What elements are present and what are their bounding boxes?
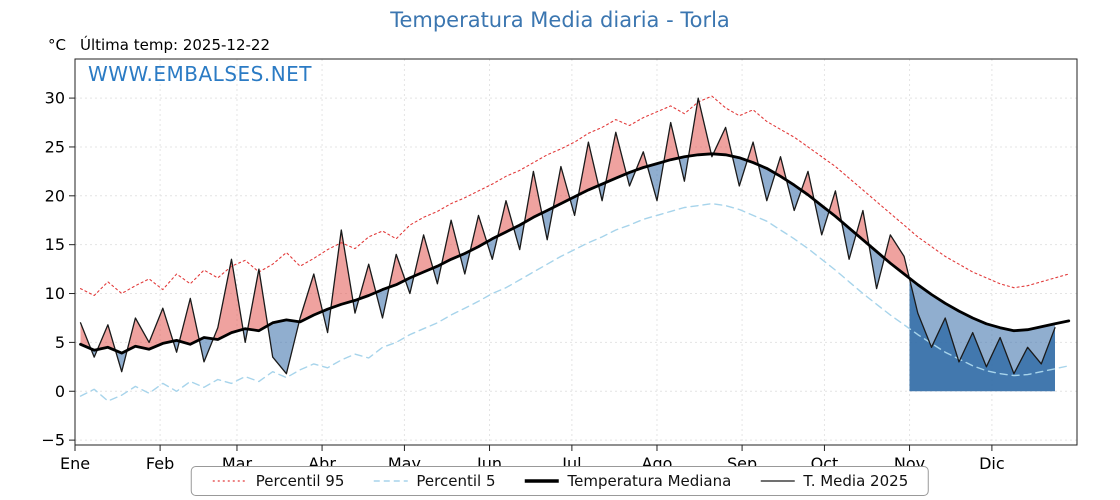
legend-sample-line (212, 480, 247, 482)
fill-above-median (179, 298, 200, 345)
legend-item-t-media-2025: T. Media 2025 (759, 472, 908, 490)
y-tick-label: −5 (41, 431, 65, 450)
y-tick-label: 5 (55, 333, 65, 352)
fill-above-median (330, 230, 353, 308)
fill-above-median (801, 171, 815, 200)
fill-below-median (460, 250, 471, 274)
chart-canvas: −5 0 5 10 15 20 25 30 Ene Feb Mar Abr May Jun Jul Ago Se… (41, 58, 1078, 469)
fill-above-median (713, 127, 733, 157)
y-tick-label: 25 (45, 137, 65, 156)
x-tick-label: Sep (727, 454, 757, 469)
fill-above-median (663, 122, 679, 162)
fill-below-median (115, 350, 128, 372)
fill-above-median (213, 259, 243, 340)
fill-above-median (97, 324, 116, 351)
fill-above-median (359, 264, 376, 299)
fill-above-median (497, 200, 514, 237)
fill-above-median (247, 269, 268, 331)
fill-above-median (299, 274, 323, 322)
x-tick-label: Dic (979, 454, 1005, 469)
fill-below-median (541, 207, 554, 240)
subtitle-row: °C Última temp: 2025-12-22 (48, 36, 270, 54)
fill-below-median (513, 222, 525, 250)
fill-to-zero-nov-dec (909, 279, 1055, 392)
legend-sample-line (524, 479, 559, 483)
x-tick-label: Feb (146, 454, 174, 469)
fill-above-median (884, 234, 910, 279)
legend-item-temperatura-mediana: Temperatura Mediana (523, 472, 731, 490)
fill-above-median (688, 98, 712, 157)
fill-above-median (389, 254, 406, 288)
x-tick-label: Abr (308, 454, 336, 469)
legend-sample-line (760, 480, 795, 482)
series-line-percentil-95 (79, 95, 1070, 297)
y-axis-units-label: °C (48, 36, 66, 54)
x-tick-label: Ene (60, 454, 90, 469)
fill-above-median (524, 171, 542, 223)
legend-item-label: T. Media 2025 (803, 472, 909, 490)
fill-below-median (647, 161, 664, 201)
fill-below-median (732, 156, 748, 186)
fill-below-median (322, 308, 331, 333)
fill-above-median (578, 142, 599, 195)
x-tick-label: Mar (222, 454, 253, 469)
fill-above-median (829, 190, 842, 222)
watermark: WWW.EMBALSES.NET (88, 62, 313, 86)
legend-item-percentil-95: Percentil 95 (212, 472, 345, 490)
series-line-temperatura-mediana (79, 152, 1071, 355)
chart-title: Temperatura Media diaria - Torla (390, 8, 730, 32)
x-tick-label: May (388, 454, 421, 469)
fill-below-median (758, 164, 776, 201)
last-temp-label: Última temp: 2025-12-22 (79, 36, 270, 54)
fill-above-median (470, 215, 487, 251)
x-tick-label: Jul (561, 454, 581, 469)
x-tick-label: Jun (476, 454, 502, 469)
fill-below-median (173, 340, 180, 353)
x-tick-label: Nov (894, 454, 925, 469)
fill-above-median (553, 166, 571, 208)
fill-above-median (441, 220, 461, 264)
plot-border (74, 58, 1078, 446)
y-tick-label: 15 (45, 235, 65, 254)
legend-item-percentil-5: Percentil 5 (372, 472, 495, 490)
fill-below-median (375, 287, 390, 318)
fill-above-median (605, 132, 627, 183)
legend-item-label: Percentil 5 (416, 472, 496, 490)
legend-sample-line (373, 480, 408, 482)
y-tick-label: 0 (55, 382, 65, 401)
y-tick-label: 30 (45, 89, 65, 108)
fill-below-median (433, 264, 442, 284)
x-tick-label: Ago (642, 454, 673, 469)
fill-above-median (414, 234, 433, 277)
fill-above-median (747, 142, 759, 165)
fill-below-median (570, 194, 579, 216)
x-tick-label: Oct (811, 454, 839, 469)
fill-below-median (909, 278, 1055, 374)
fill-above-median (127, 308, 174, 351)
fill-below-median (679, 156, 689, 182)
fill-below-median (598, 182, 606, 201)
series-line-percentil-5 (79, 202, 1070, 402)
legend: Percentil 95 Percentil 5 Temperatura Media… (190, 466, 930, 496)
y-tick-label: 10 (45, 284, 65, 303)
y-tick-label: 20 (45, 186, 65, 205)
legend-item-label: Percentil 95 (255, 472, 345, 490)
legend-item-label: Temperatura Mediana (567, 472, 732, 490)
